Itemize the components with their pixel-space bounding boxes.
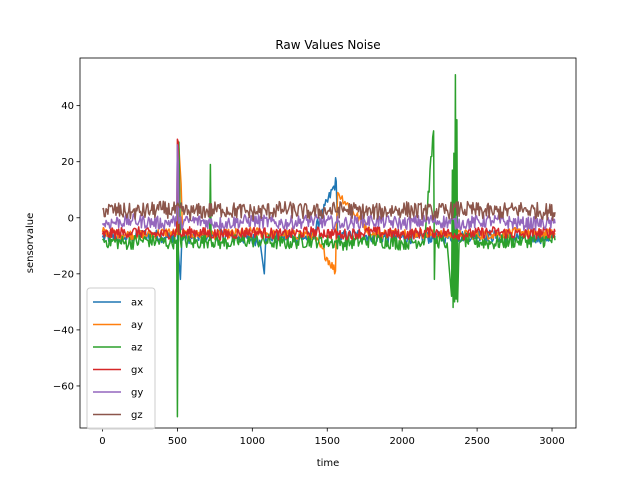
legend-label-ay: ay <box>131 320 143 331</box>
x-tick-label: 1500 <box>315 436 340 447</box>
series-line-gy <box>101 144 556 231</box>
series-az <box>101 74 556 418</box>
legend-label-ax: ax <box>131 298 143 309</box>
legend-label-az: az <box>131 343 142 354</box>
y-axis-title: sensorvalue <box>25 213 36 273</box>
series-line-az <box>101 74 556 418</box>
series-layer <box>101 74 556 418</box>
y-tick-label: 20 <box>61 157 74 168</box>
series-line-gz <box>101 200 556 222</box>
series-gz <box>101 200 556 222</box>
x-tick-label: 1000 <box>240 436 265 447</box>
legend-label-gy: gy <box>131 388 143 399</box>
y-axis: −60 −40 −20 0 20 40 <box>53 101 80 392</box>
y-tick-label: −20 <box>53 269 74 280</box>
x-tick-label: 0 <box>99 436 105 447</box>
series-line-ay <box>101 146 556 275</box>
series-gy <box>101 144 556 231</box>
x-tick-label: 3000 <box>539 436 564 447</box>
x-axis-title: time <box>317 458 340 469</box>
chart-title: Raw Values Noise <box>275 38 380 52</box>
y-tick-label: −40 <box>53 325 74 336</box>
legend-label-gx: gx <box>131 365 143 376</box>
series-ay <box>101 146 556 275</box>
plot-area <box>79 57 577 429</box>
legend: ax ay az gx gy gz <box>86 287 156 430</box>
y-tick-label: 0 <box>68 213 74 224</box>
series-line-gx <box>101 138 556 241</box>
legend-box <box>86 287 156 430</box>
x-axis: 0 500 1000 1500 2000 2500 3000 <box>99 428 565 447</box>
x-tick-label: 500 <box>168 436 187 447</box>
x-tick-label: 2500 <box>464 436 489 447</box>
y-tick-label: −60 <box>53 381 74 392</box>
y-tick-label: 40 <box>61 101 74 112</box>
series-gx <box>101 138 556 241</box>
x-tick-label: 2000 <box>389 436 414 447</box>
legend-label-gz: gz <box>131 410 143 421</box>
plot-frame <box>79 57 577 429</box>
